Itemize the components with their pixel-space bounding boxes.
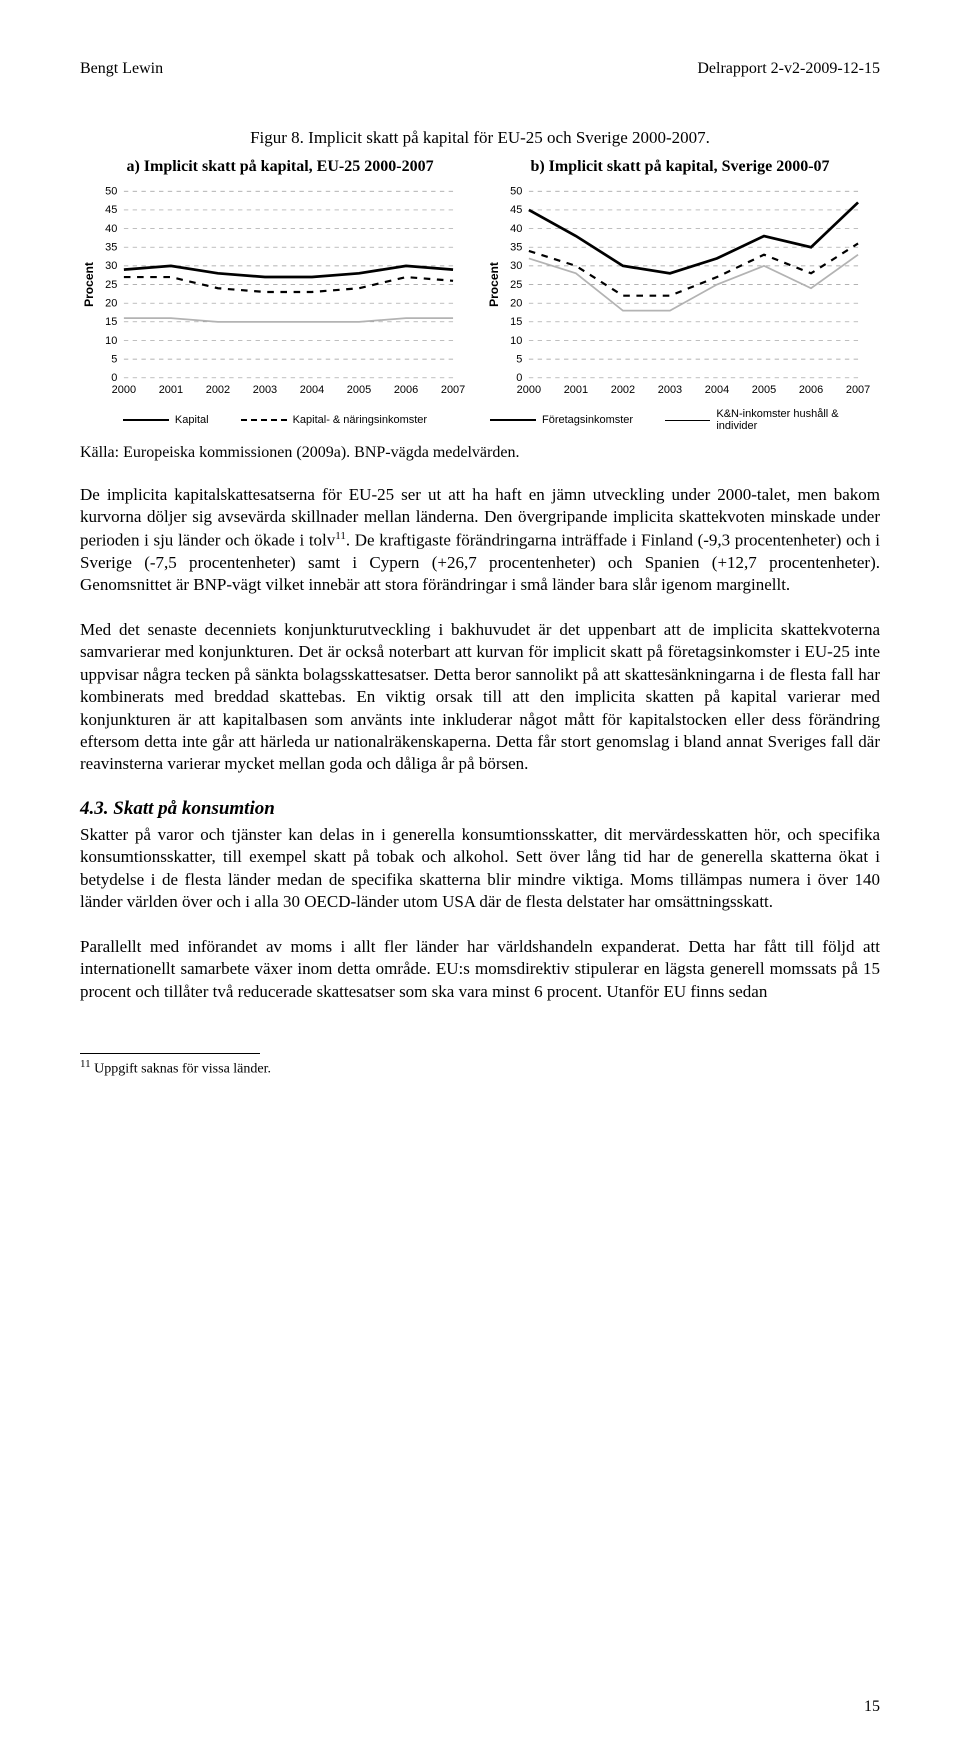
chart-left: 0 5 10 15 20 25 30 35 40 45 50 Procent 2000 2001 2002 2… bbox=[80, 180, 475, 400]
svg-text:0: 0 bbox=[516, 372, 522, 384]
chart-subtitles: a) Implicit skatt på kapital, EU-25 2000… bbox=[80, 158, 880, 176]
body-paragraph-2: Med det senaste decenniets konjunkturutv… bbox=[80, 619, 880, 776]
figure-title: Figur 8. Implicit skatt på kapital för E… bbox=[80, 128, 880, 148]
svg-text:2000: 2000 bbox=[517, 384, 541, 396]
svg-text:2006: 2006 bbox=[799, 384, 823, 396]
svg-text:5: 5 bbox=[516, 353, 522, 365]
svg-text:2000: 2000 bbox=[112, 384, 136, 396]
svg-text:50: 50 bbox=[510, 186, 522, 198]
footnote-text: Uppgift saknas för vissa länder. bbox=[94, 1062, 271, 1077]
author-name: Bengt Lewin bbox=[80, 60, 163, 78]
section-heading: 4.3. Skatt på konsumtion bbox=[80, 798, 880, 820]
svg-text:45: 45 bbox=[510, 204, 522, 216]
svg-text:2003: 2003 bbox=[658, 384, 682, 396]
legend-label: Företagsinkomster bbox=[542, 414, 633, 426]
svg-text:Procent: Procent bbox=[82, 262, 96, 307]
svg-text:2006: 2006 bbox=[394, 384, 418, 396]
footnote-separator bbox=[80, 1053, 260, 1054]
section-para-2: Parallellt med införandet av moms i allt… bbox=[80, 936, 880, 1003]
body-paragraph-1: De implicita kapitalskattesatserna för E… bbox=[80, 484, 880, 597]
svg-text:35: 35 bbox=[105, 242, 117, 254]
svg-text:30: 30 bbox=[510, 260, 522, 272]
svg-text:45: 45 bbox=[105, 204, 117, 216]
legend-item: Kapital bbox=[123, 414, 209, 426]
svg-text:40: 40 bbox=[510, 223, 522, 235]
charts-row: 05101520253035404550Procent2000200120022… bbox=[80, 180, 880, 400]
right-chart-title: b) Implicit skatt på kapital, Sverige 20… bbox=[480, 158, 880, 176]
svg-text:20: 20 bbox=[105, 297, 117, 309]
footnote-marker: 11 bbox=[80, 1058, 91, 1070]
page-number: 15 bbox=[864, 1698, 880, 1716]
svg-text:15: 15 bbox=[105, 316, 117, 328]
svg-text:Procent: Procent bbox=[487, 262, 501, 307]
svg-text:30: 30 bbox=[105, 260, 117, 272]
section-para-1: Skatter på varor och tjänster kan delas … bbox=[80, 824, 880, 914]
legend-swatch bbox=[665, 420, 710, 421]
svg-text:10: 10 bbox=[105, 335, 117, 347]
footnote: 11 Uppgift saknas för vissa länder. bbox=[80, 1058, 880, 1078]
svg-text:2003: 2003 bbox=[253, 384, 277, 396]
legend-item: Företagsinkomster bbox=[490, 414, 633, 426]
legend-swatch bbox=[241, 419, 287, 421]
svg-text:2002: 2002 bbox=[611, 384, 635, 396]
legend-swatch bbox=[490, 419, 536, 421]
svg-text:2004: 2004 bbox=[705, 384, 729, 396]
svg-text:35: 35 bbox=[510, 242, 522, 254]
legend-swatch bbox=[123, 419, 169, 421]
chart-right: 0 5 10 15 20 25 30 35 40 45 50 Procent 2000 2001 2002 2… bbox=[485, 180, 880, 400]
legend-row: Kapital Kapital- & näringsinkomster Företa… bbox=[80, 408, 880, 432]
svg-text:40: 40 bbox=[105, 223, 117, 235]
svg-text:10: 10 bbox=[510, 335, 522, 347]
legend-label: Kapital bbox=[175, 414, 209, 426]
svg-text:20: 20 bbox=[510, 297, 522, 309]
legend-label: K&N-inkomster hushåll & individer bbox=[716, 408, 880, 432]
page-header: Bengt Lewin Delrapport 2-v2-2009-12-15 bbox=[80, 60, 880, 78]
svg-text:25: 25 bbox=[510, 279, 522, 291]
svg-text:0: 0 bbox=[111, 372, 117, 384]
legend-label: Kapital- & näringsinkomster bbox=[293, 414, 428, 426]
left-chart-title: a) Implicit skatt på kapital, EU-25 2000… bbox=[80, 158, 480, 176]
svg-text:2001: 2001 bbox=[564, 384, 588, 396]
svg-text:2004: 2004 bbox=[300, 384, 324, 396]
svg-text:2007: 2007 bbox=[441, 384, 465, 396]
legend-item: K&N-inkomster hushåll & individer bbox=[665, 408, 880, 432]
svg-text:2007: 2007 bbox=[846, 384, 870, 396]
figure-source: Källa: Europeiska kommissionen (2009a). … bbox=[80, 444, 880, 462]
svg-text:5: 5 bbox=[111, 353, 117, 365]
svg-text:2005: 2005 bbox=[752, 384, 776, 396]
svg-text:25: 25 bbox=[105, 279, 117, 291]
svg-text:15: 15 bbox=[510, 316, 522, 328]
svg-text:2002: 2002 bbox=[206, 384, 230, 396]
report-id: Delrapport 2-v2-2009-12-15 bbox=[697, 60, 880, 78]
legend-item: Kapital- & näringsinkomster bbox=[241, 414, 428, 426]
svg-text:2001: 2001 bbox=[159, 384, 183, 396]
svg-text:50: 50 bbox=[105, 186, 117, 198]
svg-text:2005: 2005 bbox=[347, 384, 371, 396]
